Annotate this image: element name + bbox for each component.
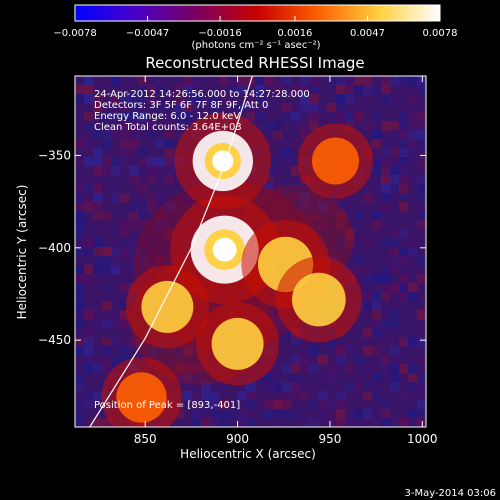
source-blob (101, 357, 182, 427)
y-tick-label: −400 (38, 241, 71, 255)
colorbar-tick-label: 0.0016 (277, 28, 312, 39)
y-axis-label: Heliocentric Y (arcsec) (15, 185, 29, 320)
source-blob (195, 302, 280, 386)
source-blob (275, 256, 362, 343)
x-axis-label: Heliocentric X (arcsec) (180, 447, 316, 461)
heatmap (75, 76, 426, 427)
colorbar-tick-label: −0.0078 (53, 28, 96, 39)
y-tick-label: −350 (38, 148, 71, 162)
annotation-line: Energy Range: 6.0 - 12.0 keV (94, 111, 240, 122)
colorbar-tick-label: −0.0016 (198, 28, 241, 39)
annotation-line: Detectors: 3F 5F 6F 7F 8F 9F, Att 0 (94, 100, 268, 111)
annotation-line: Clean Total counts: 3.64E+03 (94, 122, 242, 133)
x-tick-label: 900 (226, 432, 249, 446)
solar-limb-line (89, 76, 253, 427)
chart-title: Reconstructed RHESSI Image (145, 54, 364, 72)
timestamp: 3-May-2014 03:06 (404, 488, 496, 499)
peak-position-label: Position of Peak = [893,-401] (94, 400, 240, 411)
x-tick-label: 950 (318, 432, 341, 446)
y-tick-label: −450 (38, 333, 71, 347)
colorbar (74, 4, 441, 22)
source-blob (297, 123, 374, 199)
plot-frame (74, 75, 427, 428)
y-axis: −350 −400 −450 (38, 148, 426, 347)
source-blob (125, 265, 209, 349)
x-tick-label: 850 (134, 432, 157, 446)
colorbar-tick-label: −0.0047 (126, 28, 169, 39)
colorbar-tick-label: 0.0078 (423, 28, 458, 39)
annotation-block: 24-Apr-2012 14:26:56.000 to 14:27:28.000… (94, 89, 310, 133)
colorbar-tick-label: 0.0047 (350, 28, 385, 39)
source-blob (174, 112, 272, 210)
colorbar-ticks: −0.0078 −0.0047 −0.0016 0.0016 0.0047 0.0078 (53, 16, 458, 39)
annotation-line: 24-Apr-2012 14:26:56.000 to 14:27:28.000 (94, 89, 310, 100)
x-tick-label: 1000 (407, 432, 438, 446)
x-axis: 850 900 950 1000 (134, 76, 438, 446)
colorbar-unit: (photons cm⁻² s⁻¹ asec⁻²) (191, 40, 320, 51)
